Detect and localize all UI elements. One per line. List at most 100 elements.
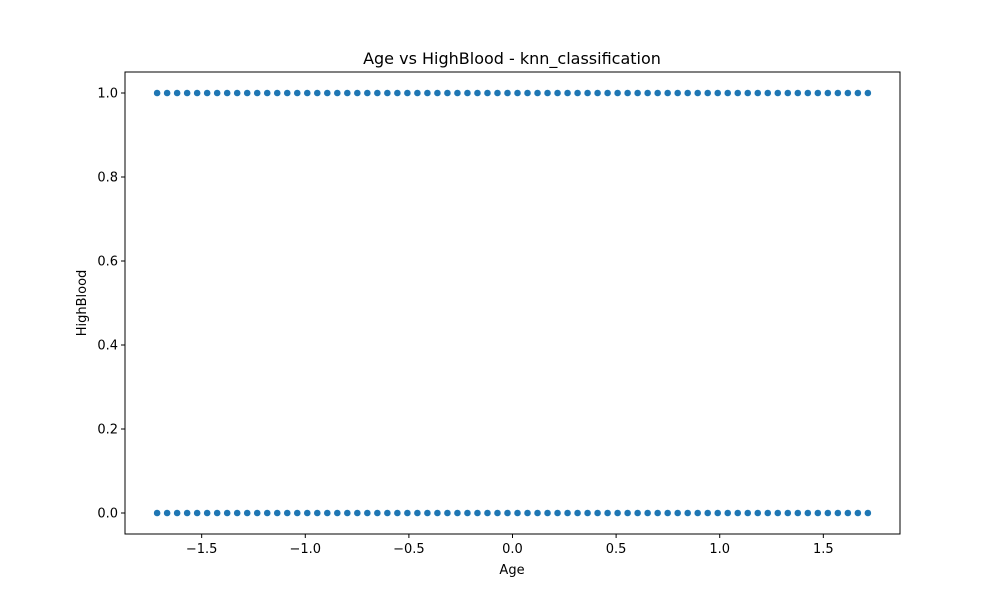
- data-point: [793, 89, 802, 97]
- data-point: [713, 89, 722, 97]
- data-point: [333, 509, 342, 517]
- data-point: [183, 89, 192, 97]
- data-point: [393, 509, 402, 517]
- data-point: [363, 509, 372, 517]
- data-point: [813, 509, 822, 517]
- data-point: [783, 89, 792, 97]
- data-point: [363, 89, 372, 97]
- data-point: [493, 89, 502, 97]
- data-point: [823, 509, 832, 517]
- data-point: [463, 509, 472, 517]
- data-point: [773, 509, 782, 517]
- data-point: [733, 89, 742, 97]
- data-point: [743, 89, 752, 97]
- data-point: [203, 89, 212, 97]
- data-point: [543, 89, 552, 97]
- data-point: [623, 89, 632, 97]
- data-point: [803, 509, 812, 517]
- data-point: [653, 509, 662, 517]
- data-point: [843, 89, 852, 97]
- data-point: [703, 89, 712, 97]
- data-point: [373, 509, 382, 517]
- data-point: [263, 509, 272, 517]
- data-point: [703, 509, 712, 517]
- x-tick-label: 0.5: [606, 542, 627, 557]
- data-point: [413, 509, 422, 517]
- data-point: [423, 89, 432, 97]
- data-point: [633, 509, 642, 517]
- data-point: [653, 89, 662, 97]
- data-point: [543, 509, 552, 517]
- data-point: [233, 89, 242, 97]
- data-point: [723, 89, 732, 97]
- data-point: [823, 89, 832, 97]
- data-point: [553, 89, 562, 97]
- data-point: [593, 89, 602, 97]
- data-point: [333, 89, 342, 97]
- data-point: [603, 89, 612, 97]
- data-point: [583, 509, 592, 517]
- data-point: [353, 89, 362, 97]
- data-point: [163, 89, 172, 97]
- data-point: [853, 509, 862, 517]
- data-point: [863, 509, 872, 517]
- data-point: [323, 89, 332, 97]
- data-point: [273, 509, 282, 517]
- data-point: [403, 89, 412, 97]
- data-point: [283, 89, 292, 97]
- y-tick-label: 0.4: [97, 339, 118, 354]
- data-point: [433, 89, 442, 97]
- data-point: [573, 89, 582, 97]
- y-tick-label: 1.0: [97, 87, 118, 102]
- data-point: [583, 89, 592, 97]
- data-point: [843, 509, 852, 517]
- x-axis-ticks: −1.5 −1.0 −0.5 0.0 0.5 1.0 1.5: [186, 534, 834, 557]
- data-point: [453, 89, 462, 97]
- points-layer: [153, 89, 872, 517]
- data-point: [253, 509, 262, 517]
- data-point: [213, 89, 222, 97]
- data-point: [313, 89, 322, 97]
- data-point: [433, 509, 442, 517]
- data-point: [153, 509, 162, 517]
- data-point: [673, 89, 682, 97]
- data-point: [413, 89, 422, 97]
- data-point: [563, 509, 572, 517]
- data-point: [183, 509, 192, 517]
- plot-frame: [124, 71, 901, 535]
- data-point: [643, 89, 652, 97]
- data-point: [383, 509, 392, 517]
- data-point: [313, 509, 322, 517]
- data-point: [403, 509, 412, 517]
- data-point: [473, 509, 482, 517]
- data-point: [863, 89, 872, 97]
- data-point: [753, 509, 762, 517]
- data-point: [503, 509, 512, 517]
- y-tick-label: 0.6: [97, 255, 118, 270]
- data-point: [423, 509, 432, 517]
- data-point: [343, 509, 352, 517]
- data-point: [853, 89, 862, 97]
- data-point: [223, 89, 232, 97]
- data-point: [163, 509, 172, 517]
- data-point: [633, 89, 642, 97]
- data-point: [263, 89, 272, 97]
- data-point: [793, 509, 802, 517]
- x-tick-label: −1.5: [186, 542, 218, 557]
- data-point: [763, 89, 772, 97]
- data-point: [253, 89, 262, 97]
- data-point: [683, 509, 692, 517]
- data-point: [593, 509, 602, 517]
- data-point: [323, 509, 332, 517]
- data-point: [733, 509, 742, 517]
- data-point: [553, 509, 562, 517]
- data-point: [343, 89, 352, 97]
- data-point: [833, 509, 842, 517]
- data-point: [283, 509, 292, 517]
- data-point: [763, 509, 772, 517]
- data-point: [373, 89, 382, 97]
- chart-title: Age vs HighBlood - knn_classification: [363, 49, 661, 69]
- data-point: [443, 509, 452, 517]
- y-tick-label: 0.2: [97, 423, 118, 438]
- y-axis-ticks: 0.0 0.2 0.4 0.6 0.8 1.0: [97, 87, 125, 522]
